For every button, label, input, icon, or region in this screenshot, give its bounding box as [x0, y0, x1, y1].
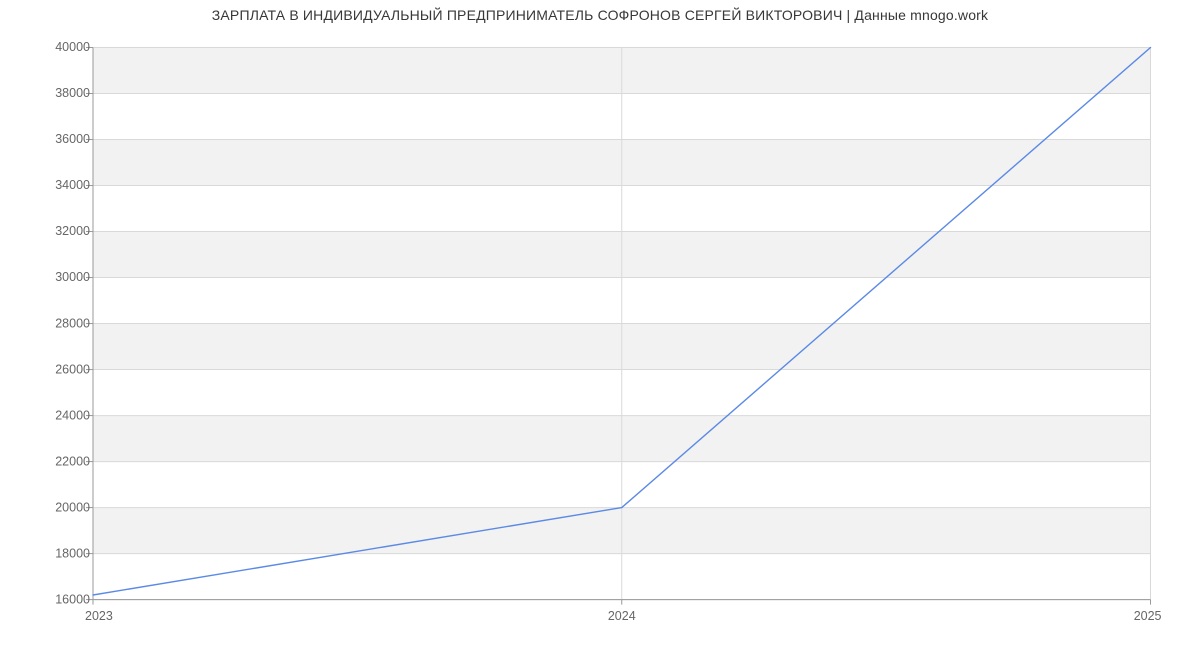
svg-text:2023: 2023 [85, 609, 113, 623]
svg-text:2024: 2024 [608, 609, 636, 623]
svg-text:26000: 26000 [55, 362, 90, 376]
svg-text:40000: 40000 [55, 40, 90, 54]
svg-text:2025: 2025 [1134, 609, 1162, 623]
svg-text:20000: 20000 [55, 500, 90, 514]
svg-text:32000: 32000 [55, 224, 90, 238]
svg-text:28000: 28000 [55, 316, 90, 330]
svg-text:30000: 30000 [55, 270, 90, 284]
svg-text:24000: 24000 [55, 408, 90, 422]
svg-text:22000: 22000 [55, 454, 90, 468]
svg-text:16000: 16000 [55, 592, 90, 606]
svg-text:18000: 18000 [55, 546, 90, 560]
svg-text:34000: 34000 [55, 178, 90, 192]
svg-text:36000: 36000 [55, 132, 90, 146]
svg-text:38000: 38000 [55, 86, 90, 100]
